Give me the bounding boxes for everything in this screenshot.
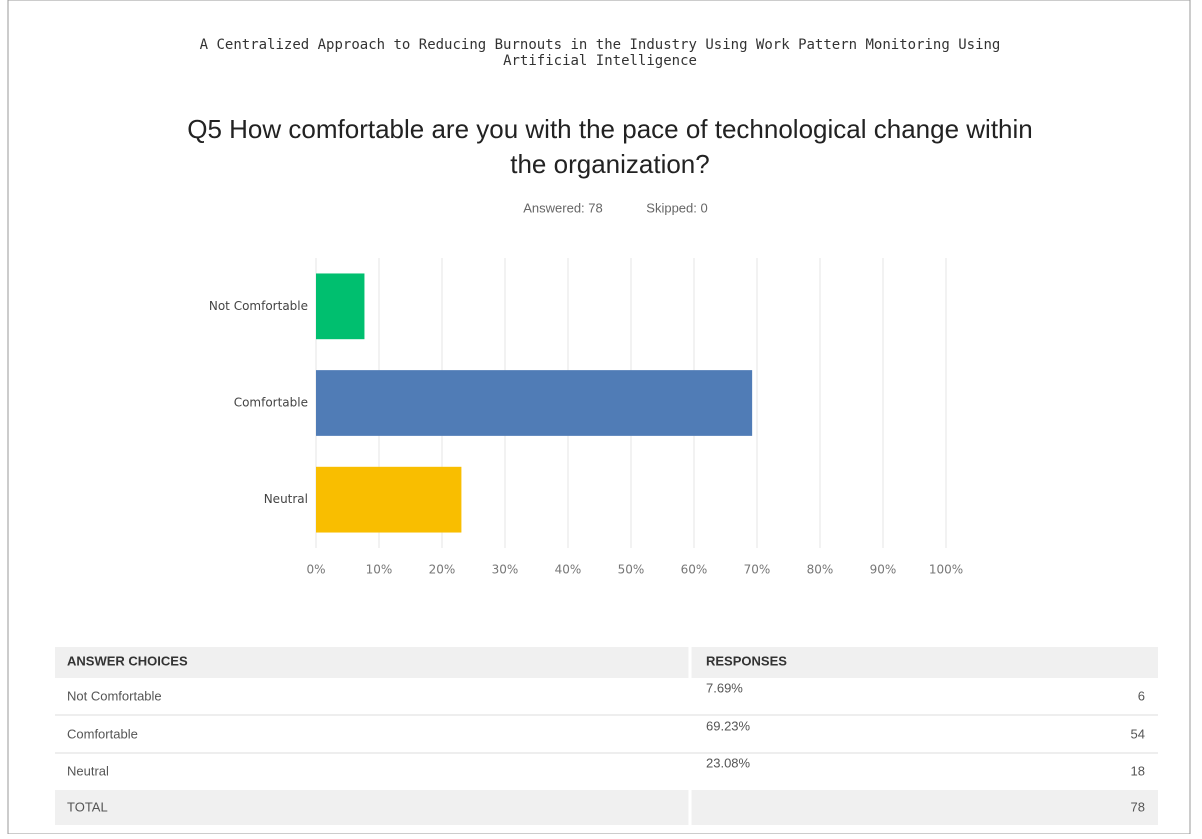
- answered: Answered: 78: [523, 200, 603, 215]
- total-label: TOTAL: [67, 799, 108, 814]
- x-tick-label: 10%: [366, 563, 393, 577]
- x-tick-label: 90%: [870, 563, 897, 577]
- x-tick-label: 100%: [929, 563, 963, 577]
- question-title: Q5 How comfortable are you with the pace…: [187, 114, 1032, 144]
- header-title: Artificial Intelligence: [503, 53, 697, 69]
- x-tick-label: 50%: [618, 563, 645, 577]
- x-tick-label: 20%: [429, 563, 456, 577]
- table-total-bg: [55, 790, 1158, 825]
- x-tick-label: 0%: [306, 563, 325, 577]
- answer-choice: Comfortable: [67, 726, 138, 741]
- answer-choice: Neutral: [67, 763, 109, 778]
- response-percent: 69.23%: [706, 718, 751, 733]
- x-tick-label: 80%: [807, 563, 834, 577]
- response-count: 6: [1138, 688, 1145, 703]
- skipped: Skipped: 0: [646, 200, 707, 215]
- bar: [316, 273, 365, 340]
- x-tick-label: 70%: [744, 563, 771, 577]
- y-tick-label: Neutral: [264, 492, 308, 506]
- x-tick-label: 40%: [555, 563, 582, 577]
- response-count: 18: [1131, 763, 1145, 778]
- header-title: A Centralized Approach to Reducing Burno…: [200, 37, 1001, 53]
- table-header-bg: [55, 647, 1158, 678]
- answer-choice: Not Comfortable: [67, 688, 162, 703]
- response-percent: 23.08%: [706, 755, 751, 770]
- x-tick-label: 30%: [492, 563, 519, 577]
- table-header: RESPONSES: [706, 653, 787, 668]
- total-count: 78: [1131, 799, 1145, 814]
- y-tick-label: Comfortable: [234, 396, 308, 410]
- x-tick-label: 60%: [681, 563, 708, 577]
- y-tick-label: Not Comfortable: [209, 299, 308, 313]
- response-count: 54: [1131, 726, 1145, 741]
- question-title: the organization?: [510, 149, 709, 179]
- table-header: ANSWER CHOICES: [67, 653, 188, 668]
- bar: [316, 370, 753, 436]
- response-percent: 7.69%: [706, 680, 743, 695]
- bar: [316, 466, 462, 533]
